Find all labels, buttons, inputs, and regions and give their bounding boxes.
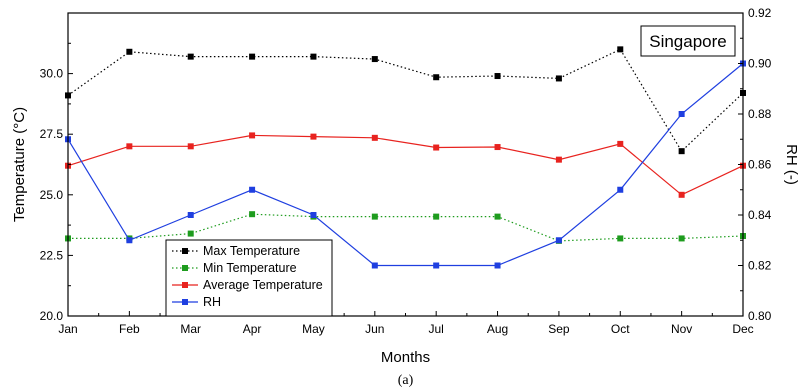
legend: Max Temperature Min Temperature Average Te… — [165, 239, 333, 317]
plot-marks — [65, 46, 746, 269]
data-point-2-10 — [678, 191, 685, 198]
x-tick-label: Apr — [243, 322, 262, 336]
axes: Jan Feb Mar Apr May Jun Jul Aug Sep Oct Nov Dec 20.0… — [40, 6, 772, 336]
legend-entry-3: RH — [203, 295, 221, 309]
y2-tick-label: 0.80 — [748, 309, 772, 323]
data-point-1-9 — [617, 235, 624, 242]
legend-entry-1: Min Temperature — [203, 261, 297, 275]
data-point-3-1 — [126, 237, 133, 244]
data-point-0-1 — [126, 48, 133, 55]
location-annotation: Singapore — [640, 25, 736, 57]
x-tick-label: Feb — [119, 322, 140, 336]
series-line-0 — [67, 48, 744, 153]
y2-tick-label: 0.84 — [748, 208, 772, 222]
y2-axis-label: RH (-) — [783, 144, 800, 185]
data-point-1-5 — [371, 213, 378, 220]
data-point-0-5 — [371, 56, 378, 63]
y-tick-label: 30.0 — [40, 67, 64, 81]
legend-entry-0: Max Temperature — [203, 244, 300, 258]
data-point-0-10 — [678, 148, 685, 155]
location-label: Singapore — [649, 32, 727, 51]
data-point-3-5 — [371, 262, 378, 269]
data-point-1-6 — [433, 213, 440, 220]
data-point-1-7 — [494, 213, 501, 220]
data-point-0-2 — [187, 53, 194, 60]
data-point-2-6 — [433, 144, 440, 151]
data-point-3-10 — [678, 111, 685, 117]
x-tick-label: Jun — [365, 322, 384, 336]
data-point-3-3 — [249, 186, 256, 193]
data-point-0-3 — [249, 53, 256, 60]
y-tick-label: 22.5 — [40, 248, 64, 262]
x-tick-label: Jan — [58, 322, 77, 336]
y-tick-label: 20.0 — [40, 309, 64, 323]
data-point-0-7 — [494, 73, 501, 80]
legend-swatch-marker-1 — [182, 265, 188, 271]
x-tick-label: May — [302, 322, 325, 336]
data-point-1-10 — [678, 235, 685, 242]
legend-entry-2: Average Temperature — [203, 278, 323, 292]
y2-tick-label: 0.88 — [748, 107, 772, 121]
x-tick-label: Aug — [487, 322, 508, 336]
data-point-3-2 — [187, 212, 194, 218]
data-point-2-2 — [187, 143, 194, 150]
y2-tick-label: 0.92 — [748, 6, 772, 20]
y-tick-label: 27.5 — [40, 127, 64, 141]
x-tick-label: Dec — [732, 322, 753, 336]
data-point-1-3 — [249, 211, 256, 218]
y-tick-label: 25.0 — [40, 188, 64, 202]
data-point-2-1 — [126, 143, 133, 150]
data-point-2-4 — [310, 133, 317, 140]
legend-swatch-marker-2 — [182, 282, 188, 288]
data-point-3-6 — [433, 262, 440, 269]
series-line-3 — [67, 63, 744, 267]
data-point-2-8 — [555, 156, 562, 163]
y2-tick-label: 0.86 — [748, 158, 772, 172]
series-line-1 — [68, 213, 744, 242]
x-tick-label: Mar — [180, 322, 201, 336]
figure-caption: (a) — [398, 373, 414, 388]
data-point-0-8 — [555, 75, 562, 82]
legend-swatch-marker-3 — [182, 299, 188, 305]
data-point-0-9 — [617, 46, 624, 53]
data-point-1-2 — [187, 230, 194, 237]
series-line-2 — [67, 134, 744, 196]
x-tick-label: Sep — [548, 322, 570, 336]
data-point-3-8 — [555, 237, 562, 244]
legend-swatch-marker-0 — [182, 248, 188, 254]
data-point-2-7 — [494, 144, 501, 151]
data-point-0-4 — [310, 53, 317, 60]
y2-tick-label: 0.82 — [748, 259, 772, 273]
data-point-3-4 — [310, 212, 317, 218]
x-tick-label: Nov — [671, 322, 692, 336]
data-point-3-9 — [617, 186, 624, 193]
y-axis-label: Temperature (°C) — [11, 107, 28, 222]
x-tick-label: Oct — [611, 322, 630, 336]
data-point-2-5 — [371, 134, 378, 141]
x-tick-label: Jul — [429, 322, 444, 336]
data-point-0-6 — [433, 74, 440, 81]
data-point-2-3 — [249, 132, 256, 139]
y2-tick-label: 0.90 — [748, 57, 772, 71]
data-point-3-7 — [494, 262, 501, 269]
legend-box — [165, 239, 333, 317]
x-axis-label: Months — [381, 349, 430, 366]
data-point-2-9 — [617, 140, 624, 147]
